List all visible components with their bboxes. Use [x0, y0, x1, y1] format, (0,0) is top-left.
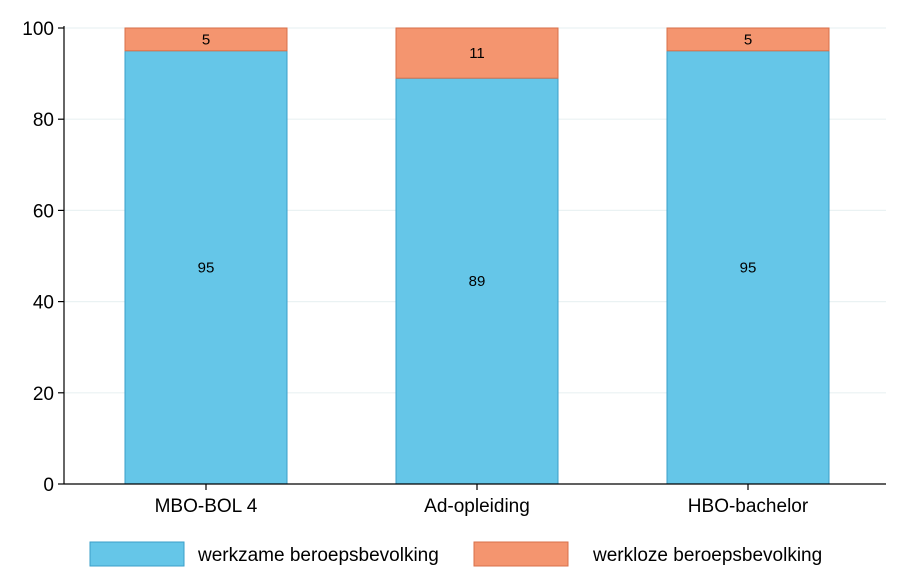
bar-werkzame-2: [666, 50, 830, 485]
data-label-werkloze-2: 5: [744, 31, 752, 48]
x-tick-label-2: HBO-bachelor: [688, 496, 809, 517]
data-label-werkzame-2: 95: [740, 259, 757, 276]
bar-werkloze-2: [666, 27, 830, 52]
y-tick-label-80: 80: [33, 110, 54, 131]
bars: [124, 27, 830, 485]
bar-werkzame-1: [395, 77, 559, 485]
y-tick-label-100: 100: [22, 19, 54, 40]
x-tick-label-0: MBO-BOL 4: [155, 496, 258, 517]
legend: werkzame beroepsbevolking werkloze beroep…: [89, 541, 822, 567]
data-label-werkzame-0: 95: [198, 259, 215, 276]
bar-werkloze-0: [124, 27, 288, 52]
data-labels: 95 5 89 11 95 5: [198, 31, 757, 290]
y-tick-label-0: 0: [43, 475, 54, 496]
bar-werkloze-1: [395, 27, 559, 79]
data-label-werkzame-1: 89: [469, 273, 486, 290]
legend-label-werkzame: werkzame beroepsbevolking: [197, 545, 439, 566]
y-tick-label-20: 20: [33, 384, 54, 405]
bar-werkzame-0: [124, 50, 288, 485]
y-tick-label-40: 40: [33, 293, 54, 314]
x-tick-label-1: Ad-opleiding: [424, 496, 530, 517]
y-tick-label-60: 60: [33, 201, 54, 222]
legend-swatch-werkloze: [473, 541, 569, 567]
legend-label-werkloze: werkloze beroepsbevolking: [592, 545, 822, 566]
legend-swatch-werkzame: [89, 541, 185, 567]
data-label-werkloze-0: 5: [202, 31, 210, 48]
data-label-werkloze-1: 11: [469, 45, 485, 62]
axes: MBO-BOL 4 Ad-opleiding HBO-bachelor 0 20 40 60…: [22, 19, 886, 517]
